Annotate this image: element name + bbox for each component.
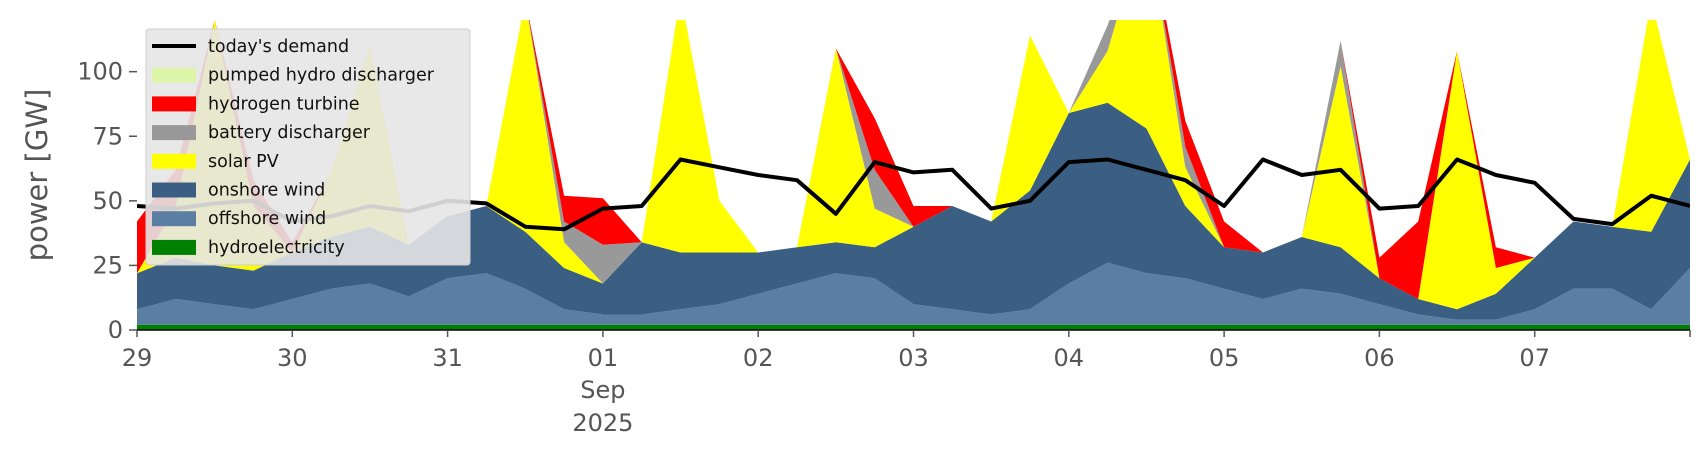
y-tick-label: 50 xyxy=(92,187,123,215)
y-axis-label: power [GW] xyxy=(20,89,54,262)
x-tick-label: 31 xyxy=(432,344,463,372)
legend-item-label: onshore wind xyxy=(208,181,325,201)
x-tick-label: 04 xyxy=(1054,344,1085,372)
legend-patch-swatch xyxy=(152,67,196,83)
legend-patch-swatch xyxy=(152,211,196,227)
legend-patch-swatch xyxy=(152,153,196,169)
x-year-label: 2025 xyxy=(572,409,633,437)
x-tick-label: 02 xyxy=(743,344,774,372)
y-tick-label: 25 xyxy=(92,251,123,279)
legend-item-label: hydrogen turbine xyxy=(208,94,360,114)
legend-item-label: offshore wind xyxy=(208,209,326,229)
x-tick-label: 07 xyxy=(1519,344,1550,372)
x-tick-label: 06 xyxy=(1364,344,1395,372)
legend-item-label: today's demand xyxy=(208,37,349,57)
area-hydroelectricity xyxy=(137,324,1690,330)
legend: today's demand pumped hydro discharger hyd… xyxy=(145,28,471,266)
axes: 0 25 50 75 100 29 30 31 01 Sep 2025 02 03 04 05 06 07 xyxy=(77,58,1691,437)
y-tick-label: 75 xyxy=(92,122,123,150)
legend-patch-swatch xyxy=(152,239,196,255)
x-tick-label: 01 xyxy=(588,344,619,372)
legend-patch-swatch xyxy=(152,125,196,141)
x-month-label: Sep xyxy=(580,376,625,404)
area-onshore-wind xyxy=(137,102,1690,320)
x-tick-label: 29 xyxy=(122,344,153,372)
y-tick-label: 100 xyxy=(77,58,123,86)
legend-item-label: battery discharger xyxy=(208,123,371,143)
area-solar-PV xyxy=(137,20,1690,310)
legend-item-label: pumped hydro discharger xyxy=(208,66,435,86)
x-tick-label: 05 xyxy=(1209,344,1240,372)
legend-item-label: hydroelectricity xyxy=(208,238,345,258)
legend-patch-swatch xyxy=(152,182,196,198)
legend-item-label: solar PV xyxy=(208,152,279,172)
legend-patch-swatch xyxy=(152,96,196,112)
y-tick-label: 0 xyxy=(108,316,123,344)
x-tick-label: 30 xyxy=(277,344,308,372)
stacked-areas xyxy=(137,20,1690,330)
legend-box xyxy=(145,28,471,266)
x-tick-label: 03 xyxy=(898,344,929,372)
area-offshore-wind xyxy=(137,262,1690,325)
